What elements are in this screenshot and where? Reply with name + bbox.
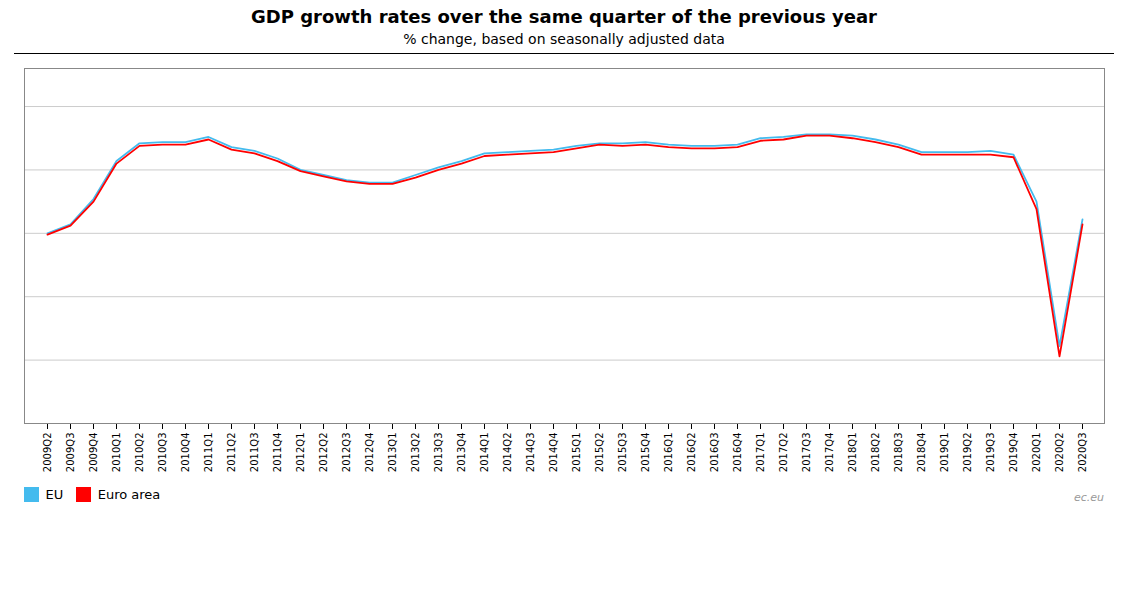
svg-text:2013Q4: 2013Q4 [456,433,467,473]
svg-text:2013Q1: 2013Q1 [387,433,398,473]
svg-text:2017Q2: 2017Q2 [778,433,789,473]
svg-text:2012Q1: 2012Q1 [295,433,306,473]
svg-text:2011Q3: 2011Q3 [249,433,260,473]
svg-text:2013Q2: 2013Q2 [410,433,421,473]
svg-text:2011Q2: 2011Q2 [226,433,237,473]
svg-text:2018Q3: 2018Q3 [893,433,904,473]
svg-text:2020Q1: 2020Q1 [1031,433,1042,473]
svg-text:2018Q2: 2018Q2 [870,433,881,473]
svg-text:2020Q2: 2020Q2 [1054,433,1065,473]
html-text:ec.eu: ec.eu [1073,491,1104,505]
html-text:EU: EU [45,487,64,502]
svg-text:2009Q3: 2009Q3 [65,433,76,473]
svg-text:2018Q1: 2018Q1 [847,433,858,473]
svg-text:2015Q3: 2015Q3 [617,433,628,473]
svg-text:2012Q3: 2012Q3 [341,433,352,473]
svg-text:2012Q2: 2012Q2 [318,433,329,473]
svg-text:2014Q4: 2014Q4 [548,433,559,473]
svg-text:2009Q2: 2009Q2 [42,433,53,473]
svg-text:2015Q4: 2015Q4 [640,433,651,473]
svg-text:2011Q4: 2011Q4 [272,433,283,473]
svg-text:2019Q2: 2019Q2 [962,433,973,473]
svg-text:2019Q3: 2019Q3 [985,433,996,473]
svg-text:2014Q1: 2014Q1 [479,433,490,473]
svg-text:2019Q1: 2019Q1 [939,433,950,473]
svg-text:2010Q1: 2010Q1 [111,433,122,473]
svg-text:2019Q4: 2019Q4 [1008,433,1019,473]
svg-text:2015Q2: 2015Q2 [594,433,605,473]
svg-text:2014Q3: 2014Q3 [525,433,536,473]
svg-text:2013Q3: 2013Q3 [433,433,444,473]
svg-text:2017Q1: 2017Q1 [755,433,766,473]
svg-text:2014Q2: 2014Q2 [502,433,513,473]
svg-text:2016Q1: 2016Q1 [663,433,674,473]
svg-text:2018Q4: 2018Q4 [916,433,927,473]
svg-text:2016Q4: 2016Q4 [732,433,743,473]
svg-text:2017Q4: 2017Q4 [824,433,835,473]
svg-text:2016Q2: 2016Q2 [686,433,697,473]
svg-text:2016Q3: 2016Q3 [709,433,720,473]
svg-text:2010Q3: 2010Q3 [157,433,168,473]
svg-text:2012Q4: 2012Q4 [364,433,375,473]
svg-text:2010Q2: 2010Q2 [134,433,145,473]
svg-text:2009Q4: 2009Q4 [88,433,99,473]
svg-text:2020Q3: 2020Q3 [1077,433,1088,473]
svg-text:2010Q4: 2010Q4 [180,433,191,473]
svg-text:2017Q3: 2017Q3 [801,433,812,473]
svg-text:2011Q1: 2011Q1 [203,433,214,473]
html-text:GDP growth rates over the same: GDP growth rates over the same quarter o… [251,6,877,27]
svg-text:2015Q1: 2015Q1 [571,433,582,473]
html-text:Euro area: Euro area [97,487,161,502]
html-text:% change, based on seasonally: % change, based on seasonally adjusted d… [403,31,725,47]
